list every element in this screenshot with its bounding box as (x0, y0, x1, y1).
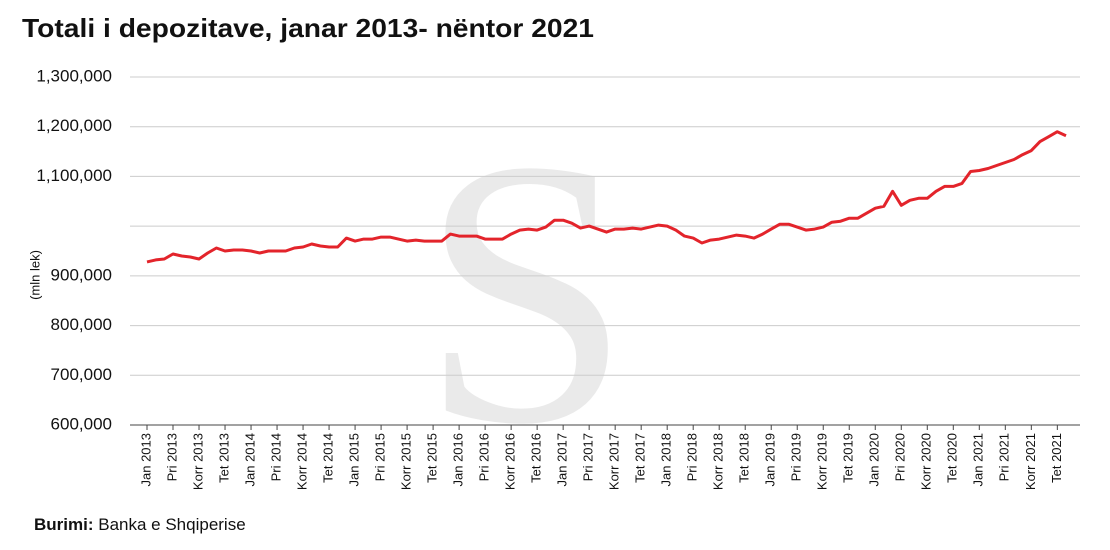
source: Burimi: Banka e Shqiperise (34, 515, 246, 534)
x-tick-label: Pri 2017 (581, 433, 596, 481)
x-tick-label: Korr 2016 (503, 433, 518, 490)
y-tick-label: 700,000 (51, 365, 112, 384)
y-tick-label: 800,000 (51, 315, 112, 334)
x-tick-label: Jan 2017 (555, 433, 570, 487)
x-tick-label: Pri 2015 (373, 433, 388, 481)
x-tick-label: Tet 2020 (945, 433, 960, 483)
chart-title: Totali i depozitave, janar 2013- nëntor … (22, 13, 594, 43)
x-tick-label: Tet 2018 (737, 433, 752, 483)
y-tick-label: 600,000 (51, 414, 112, 433)
x-tick-label: Korr 2017 (607, 433, 622, 490)
x-tick-label: Pri 2013 (164, 433, 179, 481)
y-tick-label: 1,300,000 (36, 66, 112, 85)
source-label: Burimi: (34, 515, 94, 534)
x-tick-label: Jan 2013 (138, 433, 153, 487)
x-tick-label: Korr 2020 (919, 433, 934, 490)
x-tick-label: Jan 2015 (347, 433, 362, 487)
x-tick-label: Korr 2015 (399, 433, 414, 490)
x-tick-label: Pri 2014 (268, 433, 283, 481)
x-tick-label: Tet 2016 (529, 433, 544, 483)
y-tick-label: 1,200,000 (36, 116, 112, 135)
x-tick-label: Tet 2017 (633, 433, 648, 483)
x-tick-label: Korr 2014 (294, 433, 309, 490)
x-tick-label: Jan 2014 (242, 433, 257, 487)
x-tick-label: Pri 2016 (477, 433, 492, 481)
x-tick-label: Jan 2020 (867, 433, 882, 487)
watermark-logo: S (420, 82, 631, 503)
x-tick-label: Pri 2021 (997, 433, 1012, 481)
y-tick-label: 900,000 (51, 265, 112, 284)
x-tick-label: Jan 2016 (451, 433, 466, 487)
x-tick-label: Jan 2021 (971, 433, 986, 487)
x-tick-label: Jan 2019 (763, 433, 778, 487)
x-tick-label: Pri 2020 (893, 433, 908, 481)
y-axis-label: (mln lek) (27, 250, 42, 300)
y-tick-label: 1,100,000 (36, 166, 112, 185)
x-tick-label: Korr 2019 (815, 433, 830, 490)
x-tick-label: Pri 2019 (789, 433, 804, 481)
x-tick-label: Korr 2021 (1023, 433, 1038, 490)
x-tick-label: Tet 2014 (321, 433, 336, 483)
data-line (146, 130, 1067, 264)
watermark: S (420, 82, 631, 503)
x-tick-label: Korr 2013 (190, 433, 205, 490)
x-tick-label: Tet 2015 (425, 433, 440, 483)
source-text: Banka e Shqiperise (98, 515, 245, 534)
x-tick-label: Tet 2021 (1049, 433, 1064, 483)
x-tick-label: Korr 2018 (711, 433, 726, 490)
x-tick-label: Pri 2018 (685, 433, 700, 481)
x-tick-label: Tet 2019 (841, 433, 856, 483)
x-tick-label: Jan 2018 (659, 433, 674, 487)
x-tick-label: Tet 2013 (216, 433, 231, 483)
